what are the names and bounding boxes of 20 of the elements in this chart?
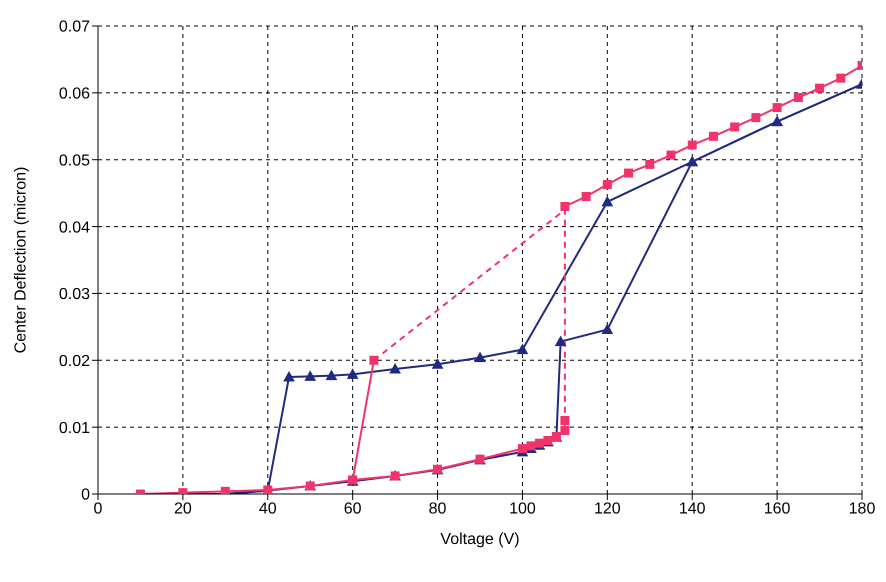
x-tick-label: 20 [174,500,192,518]
x-tick-label: 160 [764,500,791,518]
x-tick-label: 40 [258,500,277,518]
x-tick-label: 180 [848,500,876,518]
x-tick-label: 60 [344,500,362,518]
y-tick-label: 0 [81,486,90,504]
y-tick-label: 0.06 [58,86,90,103]
x-tick-label: 80 [428,500,447,518]
y-tick-label: 0.02 [58,352,90,370]
y-tick-label: 0.01 [58,420,90,437]
y-tick-label: 0.04 [58,219,90,236]
y-axis-title: Center Deflection (micron) [12,166,30,354]
x-axis-title: Voltage (V) [440,531,520,548]
y-tick-label: 0.05 [58,152,90,170]
y-tick-label: 0.03 [58,286,90,304]
x-tick-label: 140 [678,500,706,518]
y-tick-label: 0.07 [58,18,90,36]
x-tick-label: 0 [94,500,103,518]
x-tick-label: 100 [509,500,536,518]
x-tick-label: 120 [594,500,621,518]
